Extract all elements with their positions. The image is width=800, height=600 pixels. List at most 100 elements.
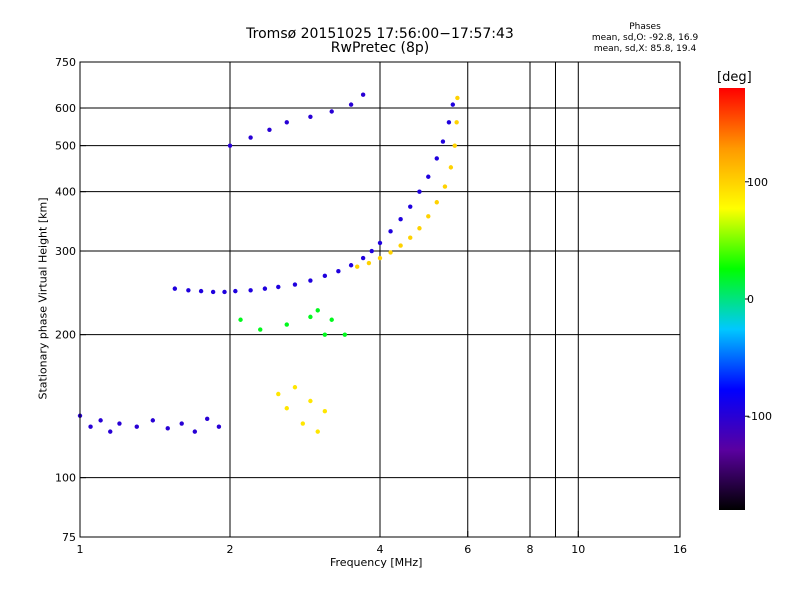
x-tick-label: 10: [571, 543, 585, 556]
y-tick-label: 300: [55, 245, 76, 258]
data-point: [308, 314, 313, 320]
data-point: [426, 214, 431, 219]
data-point: [322, 332, 328, 337]
data-point: [322, 409, 328, 414]
data-point: [292, 282, 298, 287]
colorbar-scale: [719, 88, 745, 510]
x-tick-label: 8: [527, 543, 534, 556]
data-point: [284, 322, 289, 327]
data-point: [369, 248, 374, 254]
data-point: [440, 139, 446, 144]
colorbar-tick-label: 100: [747, 176, 768, 189]
data-point: [222, 289, 227, 295]
data-point: [134, 424, 139, 429]
data-point: [204, 416, 210, 422]
data-point: [284, 120, 289, 125]
data-point: [417, 189, 422, 194]
data-point: [452, 143, 457, 148]
data-point: [292, 385, 298, 390]
data-point: [417, 226, 422, 231]
data-point: [179, 421, 184, 426]
data-point: [198, 288, 204, 294]
data-point: [308, 398, 313, 404]
data-point: [227, 143, 233, 148]
phase-stats: Phases mean, sd,O: -92.8, 16.9 mean, sd,…: [590, 22, 700, 55]
data-point: [276, 284, 281, 290]
data-point: [308, 278, 313, 283]
data-point: [408, 235, 413, 240]
data-point: [267, 127, 272, 132]
data-point: [216, 424, 222, 429]
phase-stats-x: mean, sd,X: 85.8, 19.4: [593, 44, 697, 54]
y-tick-label: 75: [62, 531, 76, 544]
data-point: [329, 109, 334, 114]
data-point: [210, 289, 216, 295]
colorbar-tick-label: -100: [747, 410, 772, 423]
data-point: [322, 273, 328, 279]
chart-title: Tromsø 20151025 17:56:00−17:57:43: [246, 26, 514, 42]
y-tick-label: 400: [55, 186, 76, 199]
phase-stats-o: mean, sd,O: -92.8, 16.9: [591, 33, 699, 43]
data-point: [315, 308, 320, 313]
data-point: [165, 426, 170, 431]
y-tick-label: 750: [55, 56, 76, 69]
x-axis-label: Frequency [MHz]: [330, 556, 423, 569]
data-point: [377, 255, 383, 261]
data-point: [360, 255, 366, 261]
data-point: [186, 288, 191, 293]
data-point: [342, 332, 348, 337]
data-point: [446, 120, 452, 125]
data-point: [398, 217, 403, 222]
data-point: [434, 156, 439, 161]
colorbar-tick-label: 0: [747, 293, 754, 306]
data-point: [308, 114, 313, 120]
data-point: [248, 288, 253, 293]
x-tick-label: 1: [77, 543, 84, 556]
data-point: [117, 421, 122, 426]
data-point: [276, 391, 281, 397]
data-point: [442, 184, 448, 189]
data-point: [300, 421, 306, 426]
data-point: [233, 288, 238, 294]
x-tick-label: 2: [227, 543, 234, 556]
data-point: [354, 264, 360, 269]
colorbar-unit: [deg]: [717, 70, 752, 85]
data-point: [248, 135, 253, 140]
data-point: [108, 429, 113, 434]
data-point: [408, 204, 413, 209]
data-point: [329, 317, 334, 322]
x-tick-label: 6: [464, 543, 471, 556]
data-point: [150, 418, 156, 423]
y-tick-label: 100: [55, 472, 76, 485]
x-tick-label: 16: [673, 543, 687, 556]
y-axis-label: Stationary phase Virtual Height [km]: [36, 197, 50, 400]
data-point: [450, 102, 456, 107]
x-tick-label: 4: [377, 543, 384, 556]
data-point: [88, 424, 93, 429]
data-point: [455, 95, 460, 101]
data-point: [366, 260, 372, 266]
data-point: [336, 269, 341, 274]
y-tick-label: 500: [55, 140, 76, 153]
data-point: [192, 429, 198, 434]
data-point: [98, 418, 103, 423]
data-point: [388, 229, 393, 234]
data-point: [360, 92, 366, 97]
data-point: [262, 286, 268, 291]
phase-stats-heading: Phases: [629, 22, 661, 32]
data-point: [426, 174, 431, 179]
data-point: [172, 286, 178, 291]
data-point: [398, 243, 403, 248]
data-point: [238, 317, 243, 322]
y-tick-label: 200: [55, 329, 76, 342]
data-point: [388, 250, 393, 255]
data-point: [448, 165, 454, 170]
data-point: [258, 327, 263, 332]
data-point: [454, 120, 459, 125]
data-point: [315, 429, 320, 434]
data-point: [284, 406, 289, 411]
y-tick-label: 600: [55, 102, 76, 115]
data-point: [348, 102, 354, 107]
data-point: [434, 200, 439, 205]
